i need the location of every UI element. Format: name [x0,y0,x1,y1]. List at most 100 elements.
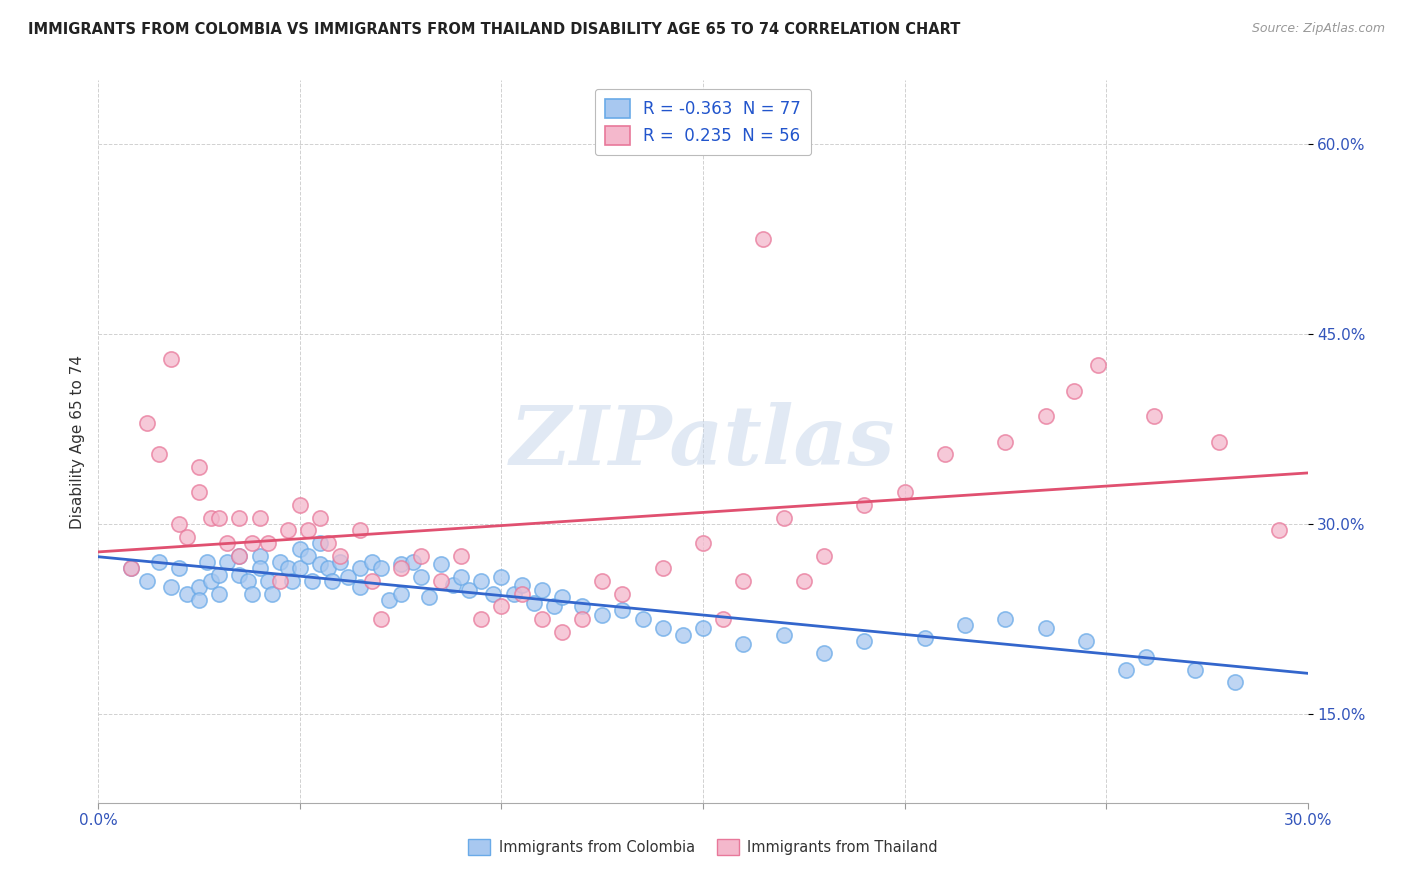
Point [1223,675,1246,690]
Point [692,536,714,550]
Point [135,574,157,588]
Point [269,555,291,569]
Point [120,561,142,575]
Point [672,628,695,642]
Point [188,580,211,594]
Point [240,587,263,601]
Point [1184,663,1206,677]
Point [1063,384,1085,398]
Point [994,612,1017,626]
Point [733,637,755,651]
Point [217,555,239,569]
Point [167,561,190,575]
Point [502,587,524,601]
Point [309,510,332,524]
Point [543,599,565,614]
Point [1035,409,1057,424]
Point [551,624,574,639]
Point [148,555,170,569]
Point [297,549,319,563]
Point [813,646,835,660]
Point [893,485,915,500]
Point [361,555,384,569]
Point [240,536,263,550]
Point [934,447,956,461]
Point [418,591,440,605]
Point [441,578,464,592]
Point [510,578,533,592]
Point [1035,621,1057,635]
Point [301,574,323,588]
Point [651,561,673,575]
Point [733,574,755,588]
Point [491,570,513,584]
Point [551,591,574,605]
Point [853,498,876,512]
Point [813,549,835,563]
Point [281,574,304,588]
Point [135,416,157,430]
Point [167,516,190,531]
Point [470,612,492,626]
Point [249,510,271,524]
Legend: Immigrants from Colombia, Immigrants from Thailand: Immigrants from Colombia, Immigrants fro… [463,833,943,861]
Point [260,587,283,601]
Point [430,558,453,572]
Point [370,561,392,575]
Point [176,587,198,601]
Point [402,555,425,569]
Point [377,593,399,607]
Point [188,459,211,474]
Point [711,612,734,626]
Point [309,536,332,550]
Point [772,628,794,642]
Point [482,587,505,601]
Point [337,570,360,584]
Point [120,561,142,575]
Point [176,530,198,544]
Point [692,621,714,635]
Point [297,523,319,537]
Point [1268,523,1291,537]
Point [612,603,634,617]
Point [188,485,211,500]
Point [853,633,876,648]
Point [591,574,613,588]
Point [370,612,392,626]
Point [236,574,259,588]
Point [914,631,936,645]
Point [752,232,775,246]
Point [228,510,250,524]
Point [1074,633,1097,648]
Point [228,567,250,582]
Point [316,561,339,575]
Point [1208,434,1230,449]
Point [349,580,371,594]
Y-axis label: Disability Age 65 to 74: Disability Age 65 to 74 [69,354,84,529]
Point [160,580,183,594]
Point [329,555,352,569]
Point [389,561,412,575]
Point [288,542,311,557]
Point [571,599,593,614]
Point [277,523,299,537]
Point [1143,409,1166,424]
Point [208,587,231,601]
Point [316,536,339,550]
Point [349,561,371,575]
Point [631,612,654,626]
Point [793,574,815,588]
Point [256,574,278,588]
Point [953,618,976,632]
Point [288,498,311,512]
Point [1115,663,1137,677]
Point [491,599,513,614]
Point [160,352,183,367]
Point [1087,359,1109,373]
Point [523,595,546,609]
Point [530,612,553,626]
Point [772,510,794,524]
Point [651,621,673,635]
Point [277,561,299,575]
Point [994,434,1017,449]
